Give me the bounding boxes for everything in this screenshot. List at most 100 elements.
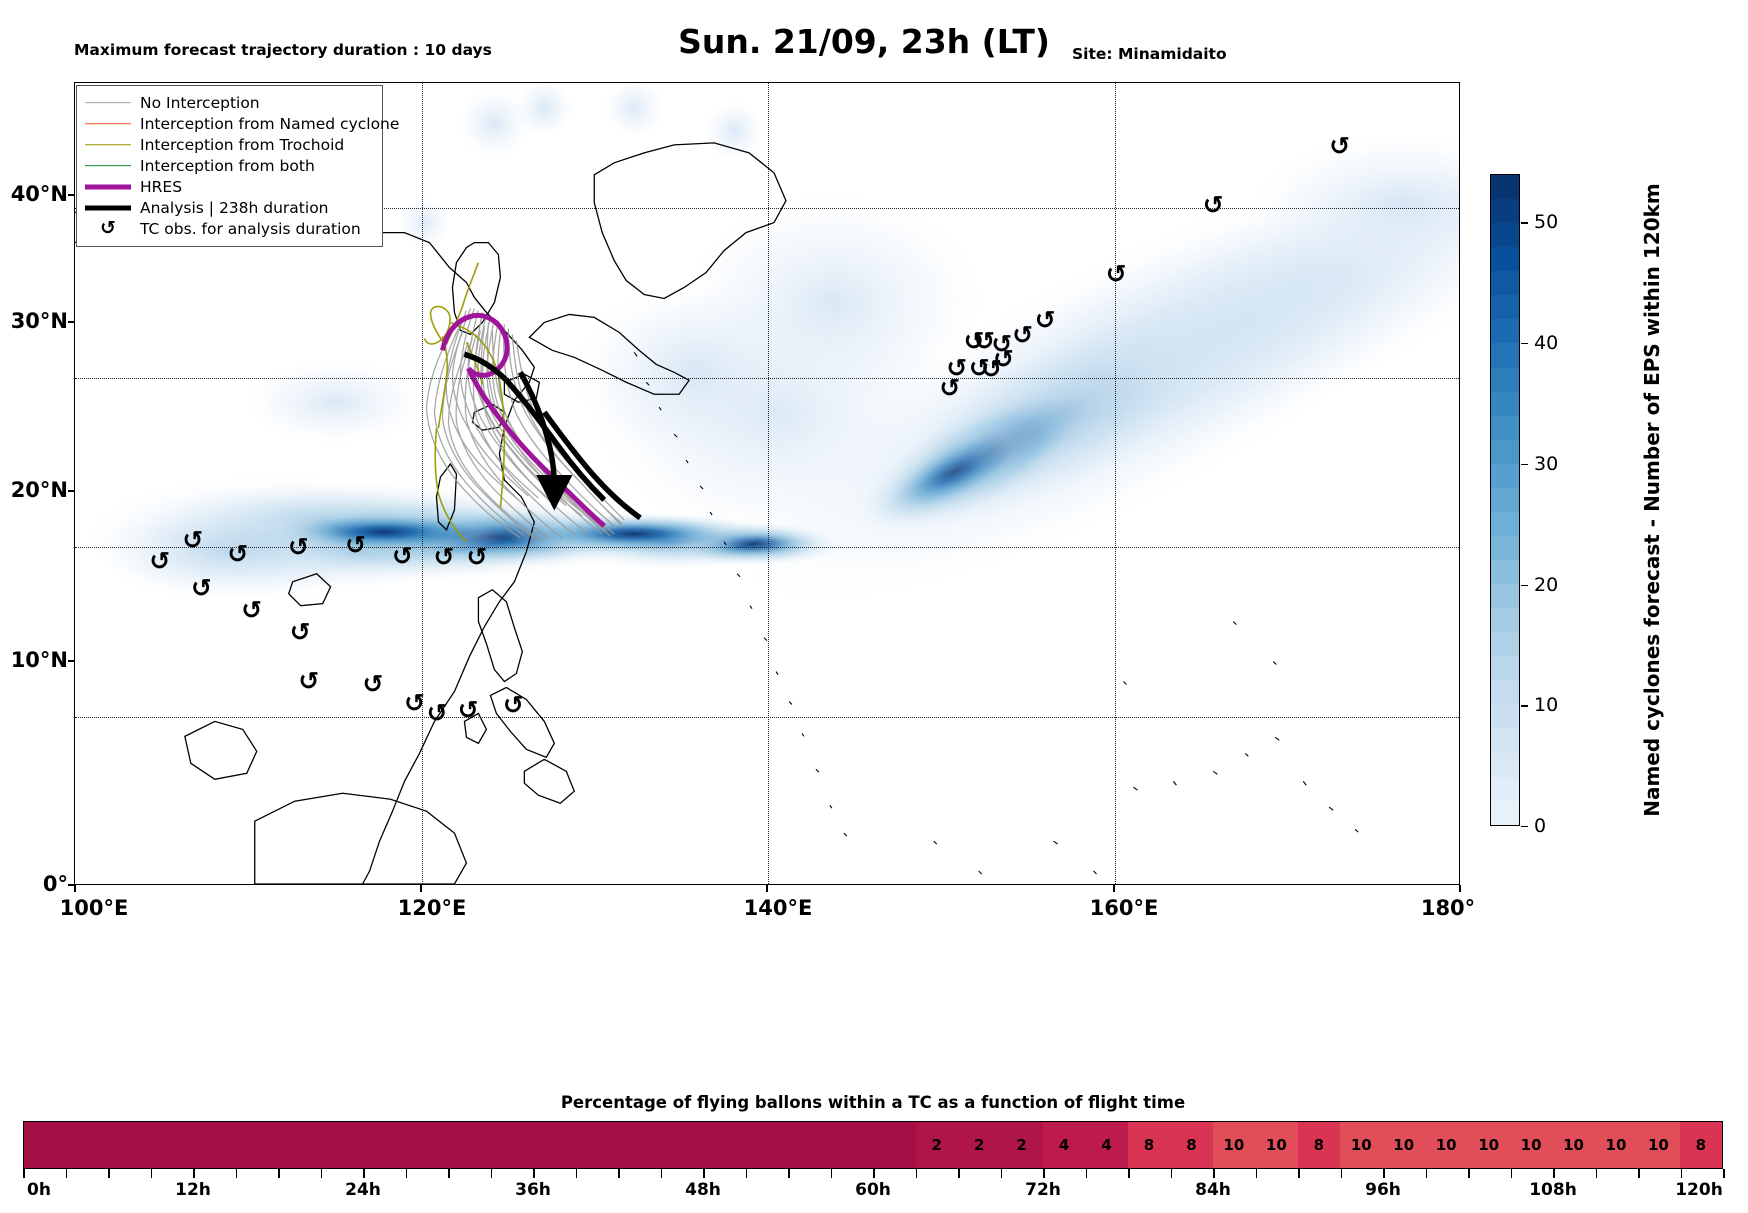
gridline-lat-20 [75,547,1459,549]
legend-label-6: TC obs. for analysis duration [140,219,361,238]
percentage-segment-75h[interactable]: 4 [1085,1122,1128,1168]
legend-label-4: HRES [140,177,183,196]
colorbar-tick-label-10: 10 [1534,694,1559,717]
percentage-segment-78h[interactable]: 8 [1127,1122,1171,1168]
legend-item-6[interactable]: ↺ TC obs. for analysis duration [85,218,374,239]
percentage-segment-117h[interactable]: 8 [1679,1122,1723,1168]
percentage-segment-60h[interactable] [873,1122,916,1168]
colorbar-tick-20 [1521,584,1528,586]
percentage-bar[interactable]: 2 2 2 4 4 8 8 10 10 8 10 10 10 10 10 10 10 10 8 [23,1121,1723,1169]
colorbar-tick-label-40: 40 [1534,332,1559,355]
colorbar-tick-label-50: 50 [1534,211,1559,234]
tc-observation-marker: ↺ [404,688,426,718]
x-tickmark-120e [420,885,422,892]
tc-observation-marker: ↺ [426,698,448,728]
percentage-tick-117h [1680,1169,1683,1178]
percentage-segment-39h[interactable] [575,1122,619,1168]
percentage-segment-90h[interactable]: 8 [1297,1122,1341,1168]
colorbar-tick-50 [1521,222,1528,224]
percentage-segment-87h[interactable]: 10 [1255,1122,1298,1168]
legend-item-4[interactable]: HRES [85,176,374,197]
percentage-tick-69h [1000,1169,1003,1178]
percentage-tick-81h [1170,1169,1173,1178]
tc-observation-marker: ↺ [939,373,961,403]
percentage-segment-99h[interactable]: 10 [1424,1122,1468,1168]
colorbar-segment-0 [1491,800,1519,825]
percentage-segment-84h[interactable]: 10 [1212,1122,1256,1168]
colorbar-segment-18 [1491,367,1519,392]
percentage-segment-93h[interactable]: 10 [1340,1122,1383,1168]
percentage-segment-51h[interactable] [745,1122,789,1168]
percentage-tick-99h [1425,1169,1428,1178]
percentage-segment-24h[interactable] [363,1122,407,1168]
percentage-segment-15h[interactable] [236,1122,279,1168]
percentage-segment-102h[interactable]: 10 [1467,1122,1510,1168]
colorbar-segment-25 [1491,199,1519,224]
colorbar-title: Named cyclones forecast - Number of EPS … [1640,183,1664,817]
map-canvas [75,83,1459,884]
tc-observation-marker: ↺ [1202,190,1224,220]
percentage-axis-label-12h: 12h [175,1180,211,1200]
percentage-segment-57h[interactable] [830,1122,874,1168]
percentage-segment-108h[interactable]: 10 [1552,1122,1595,1168]
percentage-axis-label-96h: 96h [1365,1180,1401,1200]
colorbar-tick-label-0: 0 [1534,815,1547,837]
legend-label-2: Interception from Trochoid [140,135,345,154]
legend-item-0[interactable]: No Interception [85,92,374,113]
y-axis-label-40n: 40°N [10,182,68,206]
percentage-tick-96h [1383,1169,1385,1178]
colorbar-segment-1 [1491,776,1519,801]
percentage-segment-111h[interactable]: 10 [1594,1122,1638,1168]
percentage-segment-114h[interactable]: 10 [1637,1122,1680,1168]
percentage-axis-label-72h: 72h [1025,1180,1061,1200]
percentage-segment-45h[interactable] [660,1122,704,1168]
percentage-tick-66h [958,1169,960,1178]
colorbar-segment-5 [1491,680,1519,705]
percentage-tick-27h [405,1169,408,1178]
legend-item-5[interactable]: Analysis | 238h duration [85,197,374,218]
tc-observation-marker: ↺ [345,530,367,560]
colorbar[interactable] [1490,174,1520,826]
gridline-lon-140 [768,83,769,884]
percentage-segment-42h[interactable] [618,1122,661,1168]
legend-item-2[interactable]: Interception from Trochoid [85,134,374,155]
percentage-segment-36h[interactable] [533,1122,576,1168]
percentage-segment-33h[interactable] [490,1122,534,1168]
percentage-segment-54h[interactable] [788,1122,831,1168]
percentage-tick-105h [1510,1169,1513,1178]
legend-label-5: Analysis | 238h duration [140,198,329,217]
percentage-segment-6h[interactable] [108,1122,152,1168]
percentage-segment-3h[interactable] [66,1122,109,1168]
colorbar-segment-3 [1491,728,1519,753]
y-axis-label-10n: 10°N [10,648,68,672]
percentage-segment-96h[interactable]: 10 [1382,1122,1425,1168]
percentage-segment-66h[interactable]: 2 [957,1122,1001,1168]
percentage-segment-18h[interactable] [278,1122,322,1168]
percentage-tick-33h [490,1169,493,1178]
percentage-segment-30h[interactable] [448,1122,491,1168]
percentage-segment-0h[interactable] [24,1122,67,1168]
percentage-segment-81h[interactable]: 8 [1170,1122,1213,1168]
tc-observation-marker: ↺ [968,353,990,383]
percentage-tick-75h [1085,1169,1088,1178]
colorbar-segment-21 [1491,295,1519,320]
percentage-segment-9h[interactable] [151,1122,194,1168]
percentage-segment-105h[interactable]: 10 [1509,1122,1553,1168]
percentage-segment-27h[interactable] [406,1122,449,1168]
legend-item-3[interactable]: Interception from both [85,155,374,176]
x-axis-label-180: 180° [1420,896,1476,920]
y-tickmark-30 [68,321,75,323]
colorbar-tick-10 [1521,705,1528,707]
legend-item-1[interactable]: Interception from Named cyclone [85,113,399,134]
percentage-tick-12h [193,1169,195,1178]
percentage-segment-12h[interactable] [193,1122,237,1168]
percentage-segment-69h[interactable]: 2 [1000,1122,1043,1168]
tc-observation-marker: ↺ [227,539,249,569]
percentage-segment-63h[interactable]: 2 [915,1122,958,1168]
percentage-segment-72h[interactable]: 4 [1042,1122,1086,1168]
gridline-lat-40 [75,208,1459,210]
tc-observation-marker: ↺ [963,326,985,355]
percentage-segment-21h[interactable] [321,1122,364,1168]
percentage-tick-111h [1595,1169,1598,1178]
percentage-segment-48h[interactable] [703,1122,746,1168]
